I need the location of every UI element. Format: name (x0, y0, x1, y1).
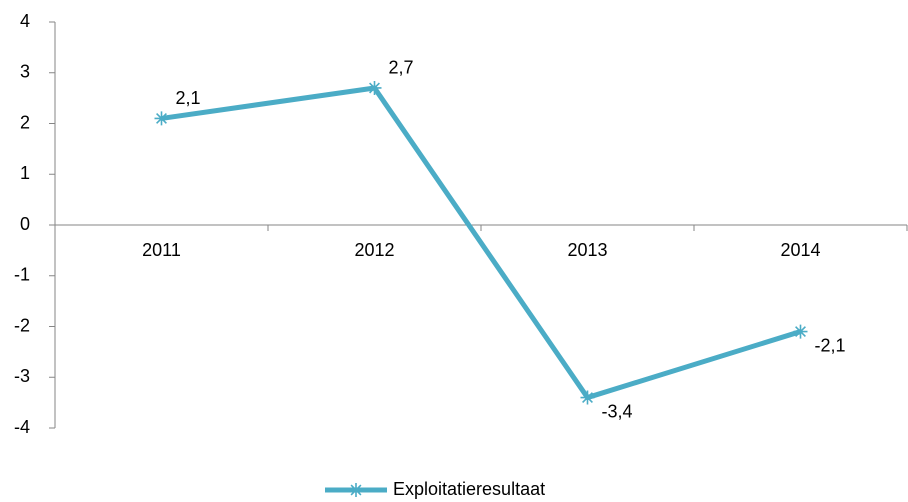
data-point (793, 324, 808, 339)
y-tick-label: 0 (20, 214, 30, 234)
data-point (580, 390, 595, 405)
data-label: -3,4 (602, 401, 633, 421)
x-tick-label: 2013 (567, 240, 607, 260)
y-tick-label: -2 (14, 315, 30, 335)
y-tick-label: 3 (20, 62, 30, 82)
x-tick-label: 2014 (780, 240, 820, 260)
y-tick-label: 1 (20, 163, 30, 183)
y-tick-label: -1 (14, 265, 30, 285)
legend-marker (349, 483, 363, 497)
x-tick-label: 2011 (142, 240, 181, 260)
legend-label: Exploitatieresultaat (393, 479, 545, 499)
x-tick-label: 2012 (354, 240, 394, 260)
y-tick-label: -3 (14, 366, 30, 386)
y-tick-label: 4 (20, 11, 30, 31)
y-tick-label: 2 (20, 112, 30, 132)
data-label: 2,7 (389, 58, 414, 78)
data-point (367, 80, 382, 95)
data-label: 2,1 (176, 88, 201, 108)
data-label: -2,1 (815, 335, 846, 355)
y-tick-label: -4 (14, 417, 30, 437)
series-line (161, 85, 802, 401)
data-point (154, 111, 169, 126)
